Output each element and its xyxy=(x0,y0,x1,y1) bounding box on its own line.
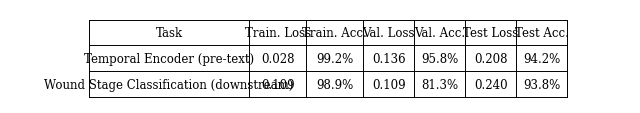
Text: 0.240: 0.240 xyxy=(474,78,508,91)
Text: 93.8%: 93.8% xyxy=(523,78,560,91)
Text: Val. Acc.: Val. Acc. xyxy=(414,27,465,40)
Text: Test Loss: Test Loss xyxy=(463,27,518,40)
Text: Train. Loss: Train. Loss xyxy=(244,27,311,40)
Text: Wound Stage Classification (downstream): Wound Stage Classification (downstream) xyxy=(44,78,294,91)
Text: 0.109: 0.109 xyxy=(372,78,406,91)
Text: Train. Acc.: Train. Acc. xyxy=(303,27,367,40)
Text: 94.2%: 94.2% xyxy=(523,52,560,65)
Text: Test Acc.: Test Acc. xyxy=(515,27,568,40)
Text: 99.2%: 99.2% xyxy=(316,52,353,65)
Text: 0.028: 0.028 xyxy=(261,52,294,65)
Text: 81.3%: 81.3% xyxy=(421,78,458,91)
Text: 98.9%: 98.9% xyxy=(316,78,353,91)
Text: 0.109: 0.109 xyxy=(261,78,294,91)
Text: Temporal Encoder (pre-text): Temporal Encoder (pre-text) xyxy=(84,52,254,65)
Text: 95.8%: 95.8% xyxy=(421,52,458,65)
Text: 0.208: 0.208 xyxy=(474,52,508,65)
Text: Val. Loss: Val. Loss xyxy=(363,27,415,40)
Text: Task: Task xyxy=(156,27,182,40)
Text: 0.136: 0.136 xyxy=(372,52,406,65)
